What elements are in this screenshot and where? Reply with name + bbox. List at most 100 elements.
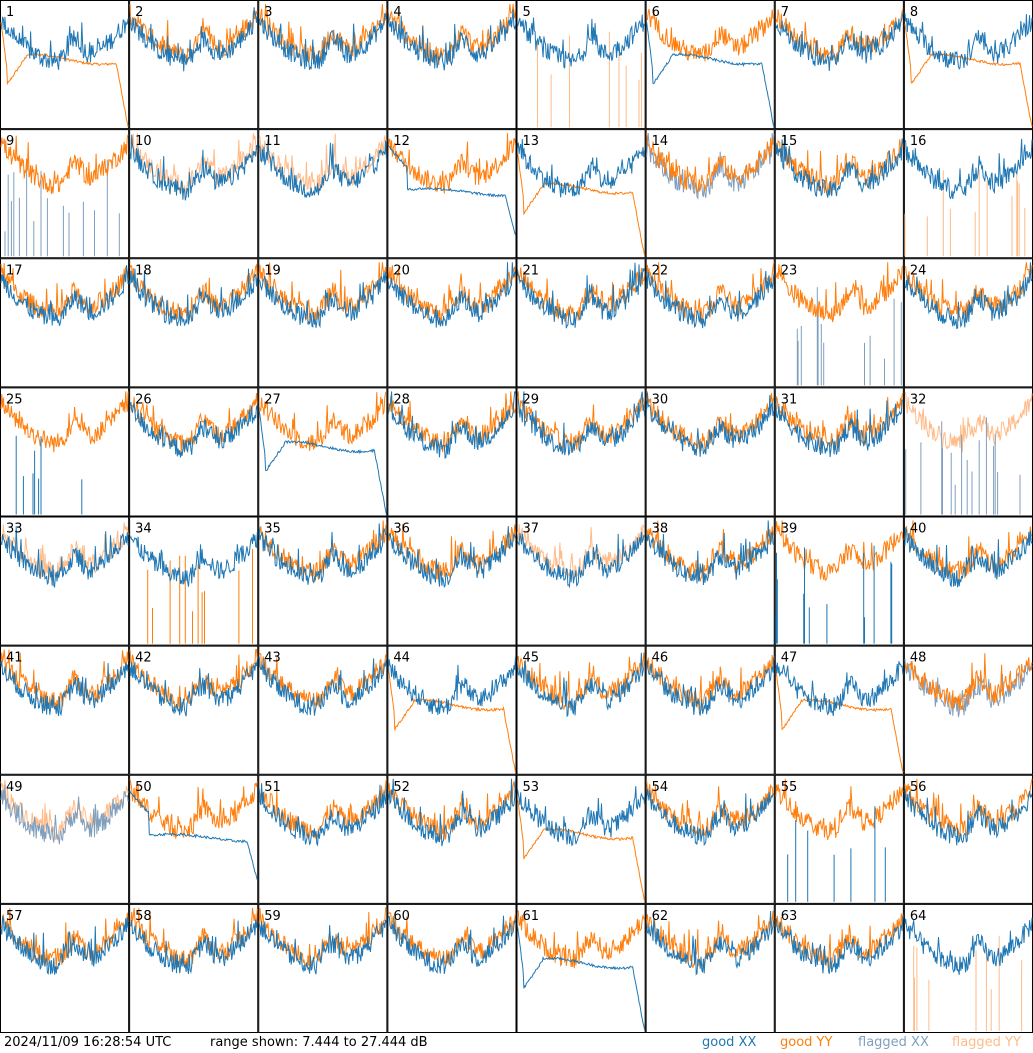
tile-18: 18 [129, 258, 259, 388]
tile-frame [645, 774, 775, 904]
tile-number: 25 [6, 392, 23, 407]
tile-49: 49 [0, 774, 130, 904]
tile-27: 27 [258, 387, 388, 517]
trace-good-xx [387, 391, 516, 459]
tile-number: 3 [264, 5, 272, 20]
tile-frame [129, 774, 259, 904]
trace-good-yy [387, 523, 516, 582]
tile-42: 42 [129, 645, 259, 775]
trace-good-xx [517, 652, 646, 718]
tile-frame [129, 0, 259, 130]
tile-frame [387, 903, 517, 1033]
tile-number: 35 [264, 522, 281, 537]
trace-good-yy [129, 779, 258, 840]
trace-good-xx [258, 410, 387, 515]
tile-12: 12 [387, 129, 517, 259]
tile-47: 47 [774, 645, 904, 775]
tile-frame [516, 387, 646, 517]
trace-flagged-xx [796, 287, 902, 386]
tile-28: 28 [387, 387, 517, 517]
trace-good-xx [258, 783, 387, 847]
trace-good-xx [0, 526, 129, 589]
trace-good-xx [646, 657, 775, 716]
tile-60: 60 [387, 903, 517, 1033]
tile-45: 45 [516, 645, 646, 775]
tile-number: 15 [781, 134, 798, 149]
tile-frame [0, 516, 130, 646]
tile-4: 4 [387, 0, 517, 130]
tile-number: 60 [393, 909, 410, 924]
tile-number: 26 [135, 392, 152, 407]
tile-number: 39 [781, 522, 798, 537]
trace-good-xx [904, 527, 1033, 588]
trace-good-yy [387, 667, 516, 773]
tile-frame [774, 903, 904, 1033]
trace-good-yy [775, 520, 904, 581]
trace-good-xx [388, 526, 516, 588]
trace-good-yy [258, 262, 387, 323]
tile-frame [387, 387, 517, 517]
trace-flagged-yy [129, 133, 258, 195]
trace-good-yy [646, 262, 775, 323]
trace-good-xx [0, 16, 129, 70]
tile-number: 9 [6, 134, 14, 149]
tile-number: 20 [393, 263, 410, 278]
tile-number: 19 [264, 263, 281, 278]
tile-number: 46 [652, 651, 669, 666]
tile-number: 58 [135, 909, 152, 924]
trace-good-xx [129, 134, 258, 201]
tile-20: 20 [387, 258, 517, 388]
trace-good-yy [147, 548, 253, 644]
trace-good-xx [517, 391, 646, 457]
tile-number: 52 [393, 780, 410, 795]
trace-good-yy [0, 263, 129, 320]
tile-32: 32 [903, 387, 1033, 517]
tile-40: 40 [903, 516, 1033, 646]
trace-good-xx [904, 138, 1033, 200]
tile-43: 43 [258, 645, 388, 775]
trace-good-xx [904, 13, 1033, 70]
trace-good-xx [517, 925, 646, 1030]
tile-frame [516, 516, 646, 646]
tile-53: 53 [516, 774, 646, 904]
tile-frame [645, 0, 775, 130]
trace-good-xx [15, 435, 83, 515]
tile-frame [516, 903, 646, 1033]
trace-flagged-yy [537, 31, 642, 128]
tile-frame [387, 645, 517, 775]
trace-good-xx [129, 659, 258, 717]
trace-flagged-yy [904, 169, 1026, 257]
trace-good-xx [0, 915, 129, 975]
trace-good-yy [646, 133, 775, 194]
trace-good-yy [517, 910, 646, 969]
tile-frame [258, 0, 388, 130]
tile-number: 57 [6, 909, 23, 924]
tile-41: 41 [0, 645, 130, 775]
trace-good-xx [904, 917, 1033, 975]
trace-good-xx [387, 145, 516, 236]
tile-number: 28 [393, 392, 410, 407]
tile-frame [645, 903, 775, 1033]
tile-63: 63 [774, 903, 904, 1033]
trace-good-xx [258, 271, 387, 329]
timestamp: 2024/11/09 16:28:54 UTC [4, 1035, 172, 1050]
trace-flagged-yy [913, 935, 1023, 1031]
tile-number: 27 [264, 392, 281, 407]
trace-good-xx [387, 656, 516, 715]
tile-frame [645, 387, 775, 517]
tile-3: 3 [258, 0, 388, 130]
trace-good-xx [775, 661, 904, 717]
tile-number: 41 [6, 651, 23, 666]
trace-good-yy [646, 8, 775, 62]
tile-frame [774, 645, 904, 775]
tile-frame [258, 903, 388, 1033]
tile-57: 57 [0, 903, 130, 1033]
trace-flagged-yy [904, 392, 1033, 453]
tile-24: 24 [903, 258, 1033, 388]
tile-frame [774, 258, 904, 388]
tile-25: 25 [0, 387, 130, 517]
trace-good-xx [517, 138, 646, 198]
trace-good-xx [258, 919, 387, 975]
legend-flagged-yy: flagged YY [952, 1035, 1021, 1050]
